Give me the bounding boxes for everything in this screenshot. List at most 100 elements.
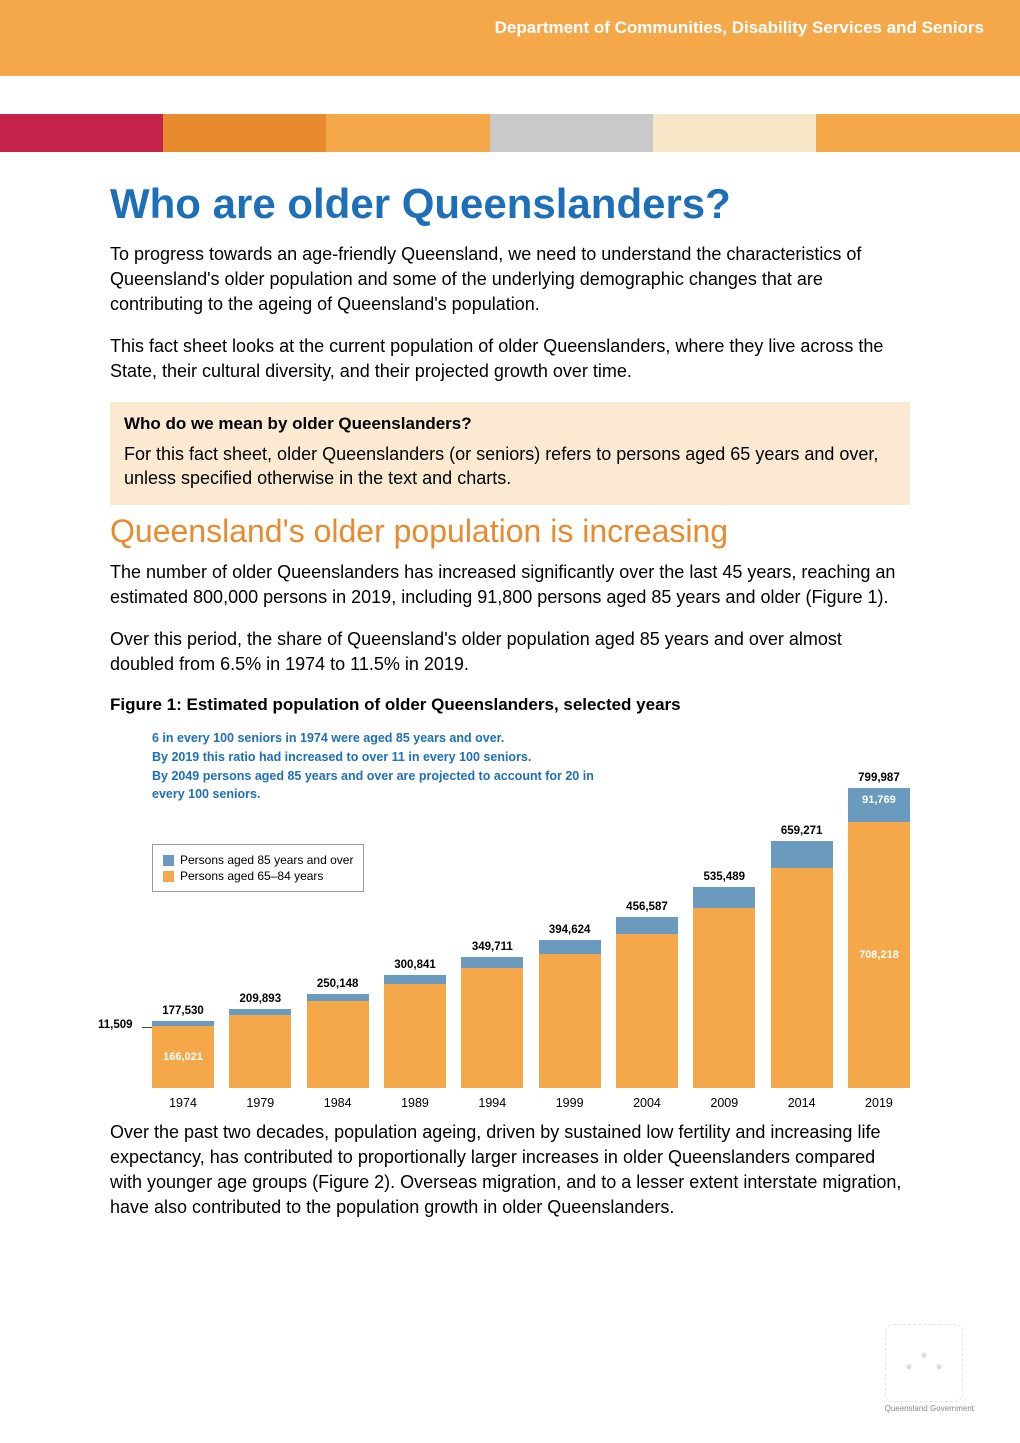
legend: Persons aged 85 years and over Persons a… bbox=[152, 844, 364, 892]
stripe-segment bbox=[816, 114, 1020, 152]
chart-area: Persons aged 85 years and over Persons a… bbox=[152, 750, 910, 1110]
bar-seg-85plus bbox=[771, 841, 833, 868]
bar-group: 799,987 91,769 708,218 bbox=[848, 772, 910, 1088]
x-label: 2004 bbox=[616, 1096, 678, 1110]
legend-row-bot: Persons aged 65–84 years bbox=[163, 869, 353, 883]
bar-seg-65-84: 166,021 bbox=[152, 1026, 214, 1088]
last-bot-label: 708,218 bbox=[859, 949, 899, 961]
bar-total-label: 209,893 bbox=[240, 993, 282, 1005]
bar-group: 394,624 bbox=[539, 924, 601, 1088]
bar-stack: 11,509166,021 bbox=[152, 1021, 214, 1088]
callout-body: For this fact sheet, older Queenslanders… bbox=[124, 442, 896, 491]
bar-total-label: 300,841 bbox=[394, 959, 436, 971]
legend-label-top: Persons aged 85 years and over bbox=[180, 853, 353, 867]
x-label: 2019 bbox=[848, 1096, 910, 1110]
footer-logo-text: Queensland Government bbox=[885, 1404, 974, 1413]
bar-seg-85plus bbox=[384, 975, 446, 984]
bars-row: 177,530 11,509166,021 209,893 250,148 300,84… bbox=[152, 788, 910, 1088]
bar-stack bbox=[307, 994, 369, 1088]
chart-note: 6 in every 100 seniors in 1974 were aged… bbox=[152, 729, 612, 748]
bar-total-label: 349,711 bbox=[472, 941, 513, 953]
section-body: The number of older Queenslanders has in… bbox=[110, 560, 910, 677]
bar-seg-85plus bbox=[693, 887, 755, 908]
x-label: 1974 bbox=[152, 1096, 214, 1110]
bar-total-label: 394,624 bbox=[549, 924, 591, 936]
bar-seg-65-84 bbox=[539, 954, 601, 1088]
bar-stack bbox=[384, 975, 446, 1088]
color-stripe bbox=[0, 114, 1020, 152]
first-top-label: 11,509 bbox=[98, 1019, 133, 1031]
bar-group: 349,711 bbox=[461, 941, 523, 1088]
bar-seg-65-84 bbox=[616, 934, 678, 1088]
bar-stack bbox=[616, 917, 678, 1088]
figure-title: Figure 1: Estimated population of older … bbox=[110, 695, 910, 715]
section-p1: The number of older Queenslanders has in… bbox=[110, 560, 910, 610]
stripe-segment bbox=[326, 114, 489, 152]
bar-group: 659,271 bbox=[771, 825, 833, 1088]
bar-stack: 91,769 708,218 bbox=[848, 788, 910, 1088]
first-bot-label: 166,021 bbox=[163, 1051, 203, 1063]
legend-swatch-top bbox=[163, 855, 174, 866]
bar-seg-65-84: 708,218 bbox=[848, 822, 910, 1088]
x-label: 1999 bbox=[539, 1096, 601, 1110]
chart-wrap: 6 in every 100 seniors in 1974 were aged… bbox=[110, 725, 910, 1120]
callout-box: Who do we mean by older Queenslanders? F… bbox=[110, 402, 910, 505]
last-top-label: 91,769 bbox=[862, 794, 896, 806]
bar-group: 209,893 bbox=[229, 993, 291, 1088]
x-label: 2014 bbox=[771, 1096, 833, 1110]
header-gap bbox=[0, 76, 1020, 114]
bar-seg-65-84 bbox=[307, 1001, 369, 1088]
bar-group: 300,841 bbox=[384, 959, 446, 1088]
x-label: 1979 bbox=[229, 1096, 291, 1110]
x-label: 2009 bbox=[693, 1096, 755, 1110]
header-bar: Department of Communities, Disability Se… bbox=[0, 0, 1020, 76]
page: Department of Communities, Disability Se… bbox=[0, 0, 1020, 1443]
bar-group: 177,530 11,509166,021 bbox=[152, 1005, 214, 1088]
intro-block: To progress towards an age-friendly Quee… bbox=[110, 242, 910, 384]
legend-row-top: Persons aged 85 years and over bbox=[163, 853, 353, 867]
section-p2: Over this period, the share of Queenslan… bbox=[110, 627, 910, 677]
bar-seg-85plus bbox=[307, 994, 369, 1001]
bar-seg-85plus bbox=[616, 917, 678, 934]
bar-seg-65-84 bbox=[384, 984, 446, 1088]
bar-stack bbox=[771, 841, 833, 1088]
intro-p1: To progress towards an age-friendly Quee… bbox=[110, 242, 910, 316]
bar-seg-85plus bbox=[461, 957, 523, 968]
intro-p2: This fact sheet looks at the current pop… bbox=[110, 334, 910, 384]
bar-stack bbox=[693, 887, 755, 1088]
bar-total-label: 456,587 bbox=[626, 901, 668, 913]
bar-seg-65-84 bbox=[229, 1015, 291, 1088]
bar-seg-65-84 bbox=[693, 908, 755, 1088]
stripe-segment bbox=[163, 114, 326, 152]
x-axis: 1974197919841989199419992004200920142019 bbox=[152, 1096, 910, 1110]
bar-total-label: 659,271 bbox=[781, 825, 823, 837]
legend-swatch-bot bbox=[163, 871, 174, 882]
content: Who are older Queenslanders? To progress… bbox=[0, 152, 1020, 1277]
bar-total-label: 177,530 bbox=[162, 1005, 204, 1017]
closing-body: Over the past two decades, population ag… bbox=[110, 1120, 910, 1219]
legend-label-bot: Persons aged 65–84 years bbox=[180, 869, 323, 883]
bar-stack bbox=[461, 957, 523, 1088]
bar-stack bbox=[539, 940, 601, 1088]
page-title: Who are older Queenslanders? bbox=[110, 180, 910, 228]
bar-seg-85plus bbox=[539, 940, 601, 954]
closing-p1: Over the past two decades, population ag… bbox=[110, 1120, 910, 1219]
stripe-segment bbox=[490, 114, 653, 152]
bar-seg-65-84 bbox=[461, 968, 523, 1088]
x-label: 1984 bbox=[307, 1096, 369, 1110]
bar-total-label: 250,148 bbox=[317, 978, 359, 990]
callout-title: Who do we mean by older Queenslanders? bbox=[124, 414, 896, 434]
bar-group: 535,489 bbox=[693, 871, 755, 1088]
bar-group: 456,587 bbox=[616, 901, 678, 1088]
footer-logo: Queensland Government bbox=[885, 1324, 974, 1413]
stripe-segment bbox=[653, 114, 816, 152]
bar-stack bbox=[229, 1009, 291, 1088]
bar-seg-85plus: 91,769 bbox=[848, 788, 910, 822]
department-name: Department of Communities, Disability Se… bbox=[495, 18, 984, 37]
bar-seg-65-84 bbox=[771, 868, 833, 1088]
bar-group: 250,148 bbox=[307, 978, 369, 1088]
crest-icon bbox=[885, 1324, 963, 1402]
bar-total-label: 799,987 bbox=[858, 772, 900, 784]
bar-total-label: 535,489 bbox=[704, 871, 746, 883]
x-label: 1989 bbox=[384, 1096, 446, 1110]
